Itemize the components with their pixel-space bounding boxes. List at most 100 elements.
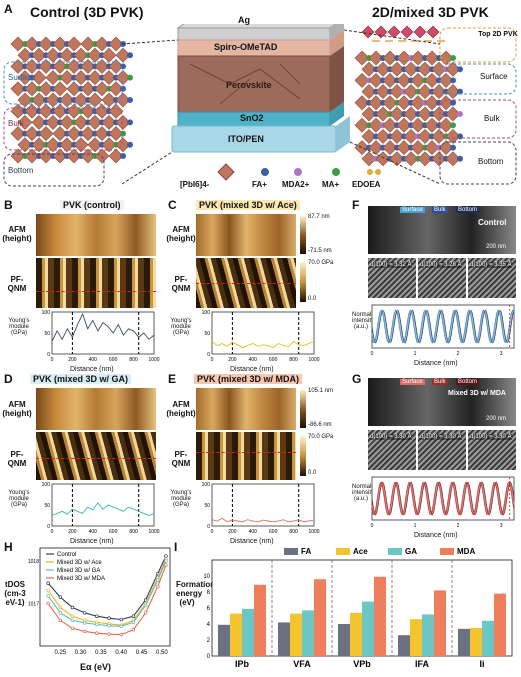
legend-label: Mixed 3D w/ Ace: [57, 560, 102, 566]
x-tick-label: 1000: [148, 357, 159, 363]
panel-f-hrtem-3: [468, 258, 516, 298]
panel-c-qnm-label: PF-QNM: [171, 275, 191, 293]
octahedron: [396, 72, 412, 88]
legend-mda: MDA2+: [282, 180, 310, 189]
octahedron: [115, 114, 131, 130]
octahedron: [38, 148, 54, 164]
octahedron: [10, 81, 26, 97]
layer-sno2: SnO2: [240, 113, 264, 123]
layer-spiro: Spiro-OMeTAD: [214, 42, 278, 52]
octahedron: [66, 126, 82, 142]
x-tick-label: 400: [249, 529, 258, 535]
panel-g-strip-surface: Surface: [400, 379, 425, 385]
octahedron: [73, 47, 89, 63]
octahedron: [410, 95, 426, 111]
modulus-line: [51, 312, 155, 342]
octahedron: [445, 106, 461, 122]
octahedron: [382, 95, 398, 111]
x-tick-label: 0.45: [136, 650, 148, 656]
octahedron: [354, 50, 370, 66]
cation: [127, 52, 133, 59]
y-tick-label: 50: [44, 331, 50, 337]
octahedron: [389, 106, 405, 122]
octahedron: [87, 92, 103, 108]
intensity-line: [371, 309, 515, 344]
x-tick-label: 800: [289, 529, 298, 535]
cation: [457, 88, 463, 95]
right-bottom-box: [439, 141, 517, 185]
spiro-side: [330, 30, 344, 56]
cation: [450, 122, 456, 129]
octahedron: [375, 84, 391, 100]
panel-c-title: PVK (mixed 3D w/ Ace): [196, 200, 300, 210]
panel-g-hrtem-3: [468, 430, 516, 470]
x-tick-label: 0: [51, 357, 54, 363]
x-tick-label: 2: [457, 523, 460, 529]
formation-bar: [254, 584, 266, 656]
2d-octahedron: [387, 25, 401, 39]
tdos-point: [119, 617, 123, 622]
y-tick-label: 0: [47, 524, 50, 530]
panel-e-title: PVK (mixed 3D w/ MDA): [194, 374, 303, 384]
legend-edoea-dot: [367, 169, 373, 175]
panel-c-cbar-afm-max: 87.7 nm: [308, 214, 330, 220]
y-tick-label: 100: [42, 310, 51, 316]
octahedron: [94, 126, 110, 142]
sno2-side: [330, 102, 344, 126]
left-bottom-label: Bottom: [8, 166, 34, 175]
panel-e-ylabel: Young's module (GPa): [170, 490, 192, 508]
legend-label: FA: [301, 547, 311, 556]
octahedron: [403, 128, 419, 144]
octahedron: [52, 58, 68, 74]
category-label: VPb: [353, 659, 371, 669]
y-tick-label: 1017: [28, 601, 39, 607]
octahedron: [361, 151, 377, 167]
2d-octahedron: [400, 25, 414, 39]
tdos-point: [58, 595, 63, 599]
panel-d-qnm-image: [36, 432, 156, 480]
octahedron: [45, 70, 61, 86]
panel-b-afm-label: AFM (height): [2, 225, 32, 243]
panel-f-hrtem-1: [368, 258, 416, 298]
octahedron: [354, 140, 370, 156]
cation: [120, 153, 126, 159]
octahedron: [59, 137, 75, 153]
panel-e-afm-image: [196, 388, 296, 430]
tdos-point: [119, 632, 123, 637]
x-tick-label: 0.30: [75, 650, 87, 656]
octahedron: [101, 70, 117, 86]
tdos-point: [131, 628, 136, 632]
legend-label: Mixed 3D w/ MDA: [57, 576, 105, 582]
tdos-point: [164, 554, 168, 558]
octahedron: [361, 61, 377, 77]
tdos-point: [46, 588, 50, 593]
2d-octahedron: [413, 25, 427, 39]
cation: [450, 77, 456, 84]
octahedron: [438, 72, 454, 88]
left-bottom-box: [3, 153, 105, 187]
y-tick-label: 4: [207, 622, 211, 628]
panel-f-ylabel: Normalized intensity (a.u.): [352, 312, 383, 330]
panel-g-xlabel: Distance (nm): [414, 532, 458, 539]
octahedron: [417, 128, 433, 144]
right-top2d-label: Top 2D PVK: [478, 31, 518, 38]
panel-letter-a: A: [4, 2, 13, 16]
octahedron: [108, 81, 124, 97]
octahedron: [410, 117, 426, 133]
octahedron: [24, 126, 40, 142]
octahedron: [59, 70, 75, 86]
cation: [450, 99, 456, 106]
category-label: VFA: [293, 659, 311, 669]
octahedron: [361, 128, 377, 144]
right-bottom-label: Bottom: [478, 157, 504, 166]
formation-bar: [410, 619, 422, 656]
cation: [457, 66, 463, 73]
plot-frame: [211, 483, 315, 527]
octahedron: [389, 61, 405, 77]
tdos-point: [58, 618, 63, 623]
legend-fa-dot: [261, 168, 269, 176]
y-tick-label: 50: [44, 503, 50, 509]
panel-i-chart: 0 2 4 6 8 10 IPb VFA VPb IFA Ii FA Ace GA MDA: [203, 547, 513, 669]
octahedron: [368, 140, 384, 156]
